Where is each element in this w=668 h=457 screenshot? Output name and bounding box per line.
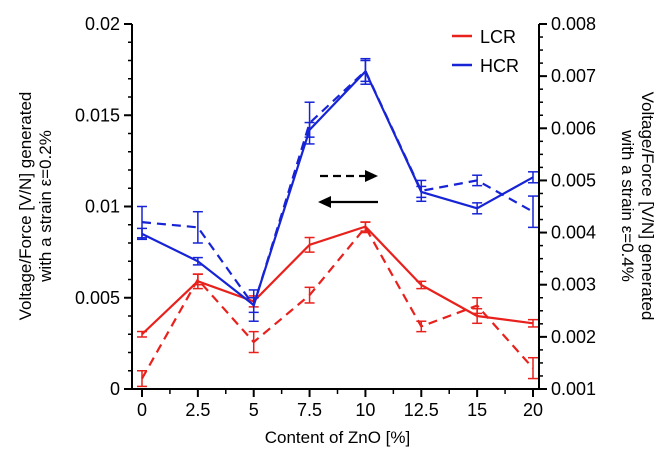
series-line [141,225,534,380]
right-tick-label: 0.008 [551,14,596,34]
x-tick-label: 10 [355,400,375,420]
right-tick-label: 0.003 [551,275,596,295]
x-tick-label: 0 [137,400,147,420]
left-tick-label: 0 [110,379,120,399]
right-tick-label: 0.001 [551,379,596,399]
x-tick-label: 5 [249,400,259,420]
arrow-left-head [318,196,331,208]
left-axis-title-line: Voltage/Force [V/N] generated [16,92,35,321]
left-axis-title-line: with a strain ε=0.2% [36,130,55,283]
right-axis-title-line: Voltage/Force [V/N] generated [638,92,657,321]
x-tick-label: 15 [467,400,487,420]
arrow-right-head [365,170,378,182]
axes: 0 0.005 0.01 0.015 0.02 0.001 0.002 0.003 0.004 0… [16,14,657,447]
right-tick-label: 0.007 [551,66,596,86]
series-layer [137,57,538,388]
right-tick-label: 0.004 [551,223,596,243]
right-axis-title-line: with a strain ε=0.4% [618,129,637,282]
series-line [141,225,534,336]
x-tick-label: 12.5 [404,400,439,420]
legend-label: HCR [480,56,519,76]
left-tick-label: 0.02 [85,14,120,34]
legend-label: LCR [480,27,516,47]
x-tick-label: 20 [523,400,543,420]
left-tick-label: 0.005 [75,288,120,308]
right-tick-label: 0.005 [551,170,596,190]
left-tick-label: 0.01 [85,197,120,217]
series-line [141,69,534,309]
x-tick-label: 7.5 [297,400,322,420]
legend-item-hcr: HCR [452,56,519,76]
series-line [141,69,534,307]
left-tick-label: 0.015 [75,105,120,125]
left-axis-title: Voltage/Force [V/N] generated with a stra… [16,92,55,321]
x-tick-label: 2.5 [185,400,210,420]
legend: LCR HCR [452,27,519,76]
right-tick-label: 0.006 [551,118,596,138]
axis-arrows [318,170,378,208]
series-hcr-right [137,59,538,322]
right-tick-label: 0.002 [551,327,596,347]
legend-item-lcr: LCR [452,27,516,47]
series-lcr-right [137,221,538,388]
x-axis-title: Content of ZnO [%] [265,428,411,447]
annotations [318,170,378,208]
